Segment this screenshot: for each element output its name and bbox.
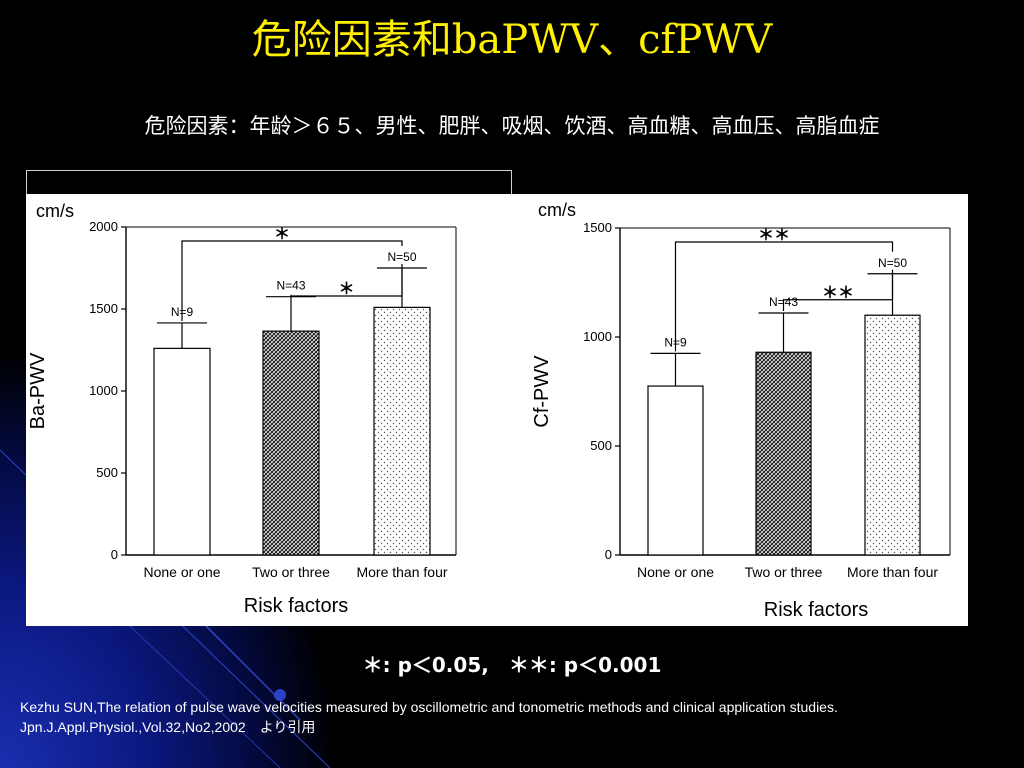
chart1-y-tick-label: 0 xyxy=(111,547,118,562)
chart1-y-tick-label: 1500 xyxy=(89,301,118,316)
chart1-significance-mark-2: ＊ xyxy=(338,281,354,298)
chart1-significance-bracket-2 xyxy=(290,264,403,297)
chart1-significance-mark-1: ＊ xyxy=(274,226,290,243)
chart-panel: 0 500 1000 1500 2000 cm/s Ba-PWV Risk factors N=… xyxy=(26,194,968,626)
chart2-bar-3 xyxy=(864,314,921,556)
chart1-y-tick-label: 500 xyxy=(96,465,118,480)
chart2-bar-2 xyxy=(755,351,812,556)
chart2-unit-label: cm/s xyxy=(538,200,576,220)
chart1-bar-2 xyxy=(262,330,320,556)
chart1-category-label-1: None or one xyxy=(143,564,220,580)
chart2-y-tick-label: 1000 xyxy=(583,329,612,344)
chart2-y-tick-label: 1500 xyxy=(583,220,612,235)
risk-factors-subtitle: 危险因素：年龄＞６５、男性、肥胖、吸烟、饮酒、高血糖、高血压、高脂血症 xyxy=(144,114,880,138)
citation-line-2: Jpn.J.Appl.Physiol.,Vol.32,No2,2002 より引用 xyxy=(20,719,316,735)
chart2-category-label-2: Two or three xyxy=(745,564,823,580)
chart1-category-label-3: More than four xyxy=(356,564,447,580)
chart2-significance-bracket-1 xyxy=(674,241,894,352)
chart2-x-axis-label: Risk factors xyxy=(764,599,868,621)
chart1-y-tick-label: 1000 xyxy=(89,383,118,398)
chart1-n-label-2: N=43 xyxy=(276,279,305,293)
chart1-bar-3 xyxy=(373,306,431,556)
chart2-category-label-1: None or one xyxy=(637,564,714,580)
page-title: 危险因素和baPWV、cfPWV xyxy=(251,17,773,63)
citation: Kezhu SUN,The relation of pulse wave vel… xyxy=(20,697,1020,737)
charts-svg: 0 500 1000 1500 2000 cm/s Ba-PWV Risk factors N=… xyxy=(27,200,951,621)
significance-legend: ＊: p＜0.05, ＊＊: p＜0.001 xyxy=(362,653,662,677)
chart1-unit-label: cm/s xyxy=(36,201,74,221)
chart1-x-axis-label: Risk factors xyxy=(244,595,348,617)
chart1-category-label-2: Two or three xyxy=(252,564,330,580)
chart1-significance-bracket-1 xyxy=(181,240,403,321)
chart1-n-label-3: N=50 xyxy=(387,250,416,264)
chart2-y-tick-label: 500 xyxy=(590,438,612,453)
chart2-bar-1 xyxy=(647,385,704,556)
chart2-category-label-3: More than four xyxy=(847,564,938,580)
chart2-significance-bracket-2 xyxy=(782,269,894,312)
chart2-significance-mark-1: ＊＊ xyxy=(758,227,790,244)
chart2-y-tick-label: 0 xyxy=(605,547,612,562)
chart2-n-label-3: N=50 xyxy=(878,256,907,270)
chart1-y-tick-label: 2000 xyxy=(89,219,118,234)
chart1-bar-1 xyxy=(153,347,211,556)
chart2-significance-mark-2: ＊＊ xyxy=(822,285,854,302)
citation-line-1: Kezhu SUN,The relation of pulse wave vel… xyxy=(20,699,838,715)
chart2-y-axis-label: Cf-PWV xyxy=(531,355,553,428)
chart1-y-axis-label: Ba-PWV xyxy=(27,352,49,429)
